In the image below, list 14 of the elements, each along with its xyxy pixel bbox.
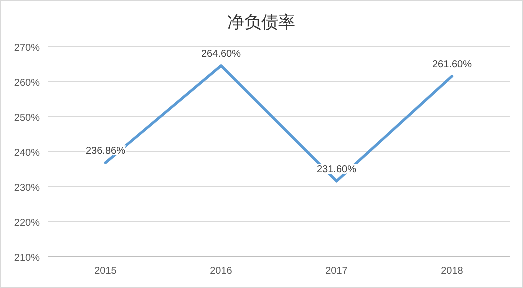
xtick: 2017: [326, 266, 348, 277]
ytick: 260%: [14, 78, 40, 89]
ytick: 250%: [14, 113, 40, 124]
ytick: 230%: [14, 183, 40, 194]
xtick: 2018: [441, 266, 464, 277]
xtick: 2016: [210, 266, 232, 277]
ytick: 270%: [14, 43, 40, 54]
title: 净负债率: [228, 13, 296, 32]
ytick: 220%: [14, 218, 40, 229]
ytick: 240%: [14, 148, 40, 159]
ytick: 210%: [14, 253, 40, 264]
label: 264.60%: [202, 48, 241, 60]
xtick: 2015: [94, 266, 117, 277]
label: 261.60%: [432, 59, 472, 70]
